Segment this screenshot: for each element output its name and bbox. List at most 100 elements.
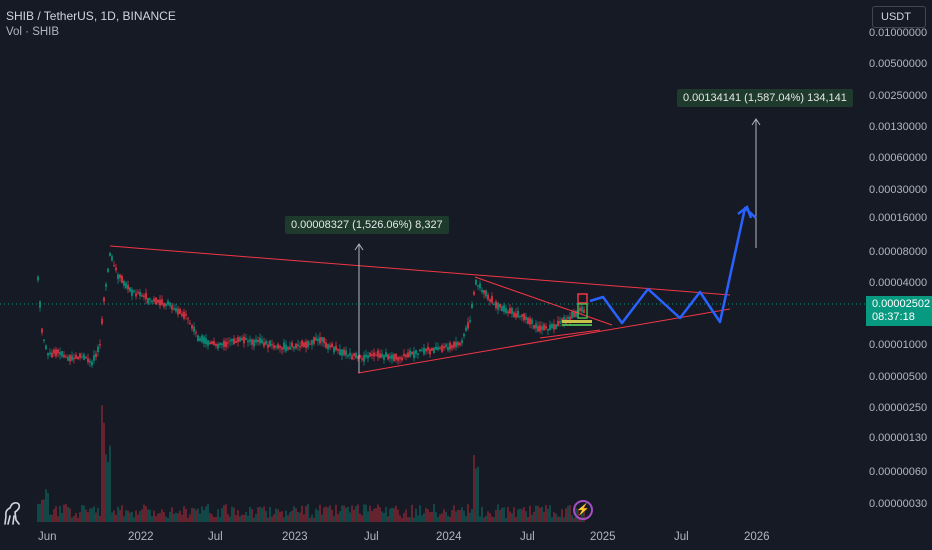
time-axis-label: Jul: [208, 531, 223, 543]
volume-bar: [261, 508, 263, 522]
candle-body: [505, 308, 507, 314]
candle-body: [277, 344, 279, 349]
candle-body: [107, 268, 109, 273]
volume-bar: [487, 511, 489, 522]
volume-bar: [321, 514, 323, 522]
candle-body: [309, 343, 311, 345]
price-axis-label: 0.00030000: [869, 184, 928, 196]
volume-label[interactable]: Vol · SHIB: [6, 26, 60, 38]
volume-bar: [175, 512, 177, 522]
volume-bar: [315, 508, 317, 522]
candle-body: [533, 325, 535, 329]
volume-bar: [531, 514, 533, 522]
measure-label-2[interactable]: 0.00134141 (1,587.04%) 134,141: [677, 89, 853, 107]
volume-bar: [427, 509, 429, 522]
candle-body: [85, 356, 87, 359]
volume-bar: [393, 508, 395, 522]
volume-bar: [517, 509, 519, 522]
candle-body: [315, 337, 317, 341]
symbol-title[interactable]: SHIB / TetherUS, 1D, BINANCE: [6, 9, 176, 23]
volume-bar: [285, 510, 287, 522]
candle-body: [165, 303, 167, 306]
candle-body: [503, 305, 505, 312]
volume-bar: [391, 507, 393, 522]
volume-bar: [497, 504, 499, 522]
lightning-icon[interactable]: ⚡: [573, 500, 593, 520]
volume-bar: [207, 504, 209, 522]
volume-bar: [343, 505, 345, 522]
volume-bar: [217, 509, 219, 522]
volume-bar: [91, 508, 93, 522]
candle-body: [431, 347, 433, 351]
volume-bar: [437, 517, 439, 522]
volume-bar: [397, 509, 399, 522]
candle-body: [513, 312, 515, 318]
volume-bar: [123, 516, 125, 522]
volume-bar: [263, 506, 265, 522]
candle-body: [195, 332, 197, 334]
volume-bar: [431, 511, 433, 522]
candle-body: [335, 345, 337, 351]
candle-body: [527, 317, 529, 324]
volume-bar: [297, 511, 299, 522]
candle-body: [41, 328, 43, 333]
currency-button[interactable]: USDT: [872, 6, 926, 28]
candle-body: [119, 274, 121, 279]
volume-bar: [237, 510, 239, 522]
position-bar-yellow: [562, 320, 592, 323]
volume-bar: [235, 515, 237, 522]
price-axis-label: 0.00000030: [869, 498, 928, 510]
volume-bar: [189, 514, 191, 522]
volume-bar: [67, 506, 69, 522]
candle-body: [121, 276, 123, 283]
candle-body: [369, 352, 371, 357]
candle-body: [81, 356, 83, 358]
volume-bar: [569, 505, 571, 522]
candle-body: [123, 280, 125, 286]
candle-body: [267, 344, 269, 348]
measure-label-1[interactable]: 0.00008327 (1,526.06%) 8,327: [285, 216, 449, 234]
candle-body: [371, 354, 373, 356]
candle-body: [77, 356, 79, 360]
candle-body: [61, 351, 63, 357]
volume-bar: [115, 514, 117, 522]
volume-bar: [241, 514, 243, 522]
volume-bar: [131, 511, 133, 522]
volume-bar: [135, 510, 137, 522]
candle-body: [73, 357, 75, 360]
candle-body: [547, 328, 549, 331]
candle-body: [161, 299, 163, 305]
volume-bar: [71, 517, 73, 522]
candle-body: [389, 355, 391, 359]
candle-body: [295, 343, 297, 349]
candle-body: [191, 324, 193, 329]
candle-body: [529, 318, 531, 325]
candle-body: [417, 353, 419, 355]
volume-bar: [449, 516, 451, 522]
candle-body: [521, 314, 523, 317]
triangle-upper-line: [109, 245, 731, 296]
candle-body: [385, 352, 387, 358]
volume-bar: [267, 517, 269, 522]
candle-body: [427, 346, 429, 351]
chart-legend: SHIB / TetherUS, 1D, BINANCE Vol · SHIB: [6, 8, 176, 40]
volume-bar: [573, 517, 575, 522]
time-axis-label: 2025: [590, 531, 616, 543]
volume-bar: [193, 508, 195, 522]
candle-body: [345, 350, 347, 356]
volume-bar: [477, 466, 479, 522]
candle-body: [67, 356, 69, 361]
candle-body: [83, 354, 85, 360]
candle-body: [217, 343, 219, 349]
volume-bar: [419, 505, 421, 522]
volume-bar: [367, 511, 369, 522]
candle-body: [535, 323, 537, 329]
volume-bar: [89, 508, 91, 522]
candle-body: [437, 346, 439, 350]
candle-body: [361, 358, 363, 360]
volume-bar: [385, 506, 387, 522]
tradingview-dino-icon[interactable]: [2, 500, 24, 531]
candle-body: [553, 324, 555, 330]
candle-body: [435, 346, 437, 350]
